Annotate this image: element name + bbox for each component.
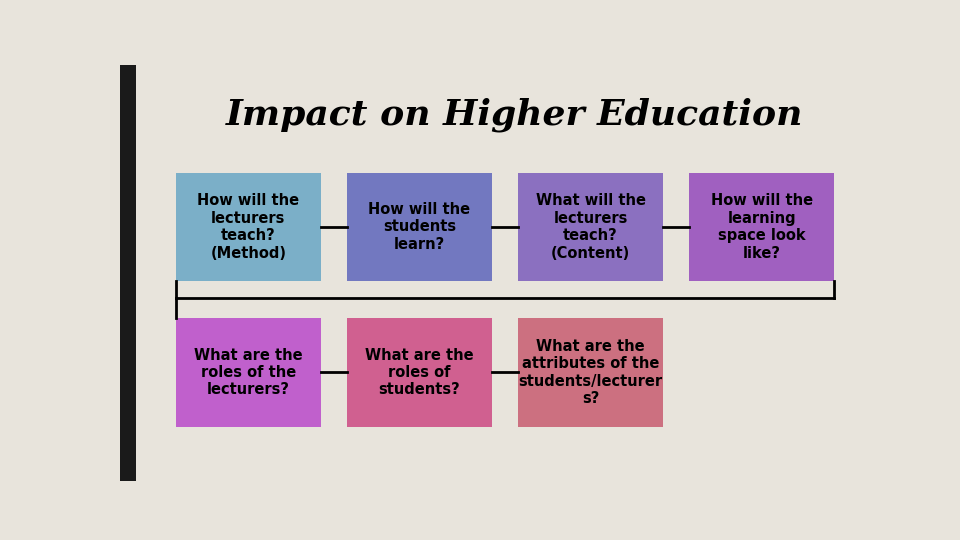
FancyBboxPatch shape (176, 319, 321, 427)
FancyBboxPatch shape (689, 173, 834, 281)
FancyBboxPatch shape (518, 173, 663, 281)
FancyBboxPatch shape (347, 319, 492, 427)
Text: Impact on Higher Education: Impact on Higher Education (226, 97, 803, 132)
FancyBboxPatch shape (176, 173, 321, 281)
Text: What are the
roles of
students?: What are the roles of students? (365, 348, 474, 397)
FancyBboxPatch shape (120, 65, 136, 481)
Text: What are the
attributes of the
students/lecturer
s?: What are the attributes of the students/… (518, 339, 662, 406)
Text: How will the
lecturers
teach?
(Method): How will the lecturers teach? (Method) (197, 193, 300, 261)
Text: What will the
lecturers
teach?
(Content): What will the lecturers teach? (Content) (536, 193, 645, 261)
Text: How will the
students
learn?: How will the students learn? (369, 202, 470, 252)
FancyBboxPatch shape (347, 173, 492, 281)
Text: What are the
roles of the
lecturers?: What are the roles of the lecturers? (194, 348, 302, 397)
FancyBboxPatch shape (518, 319, 663, 427)
Text: How will the
learning
space look
like?: How will the learning space look like? (710, 193, 813, 261)
